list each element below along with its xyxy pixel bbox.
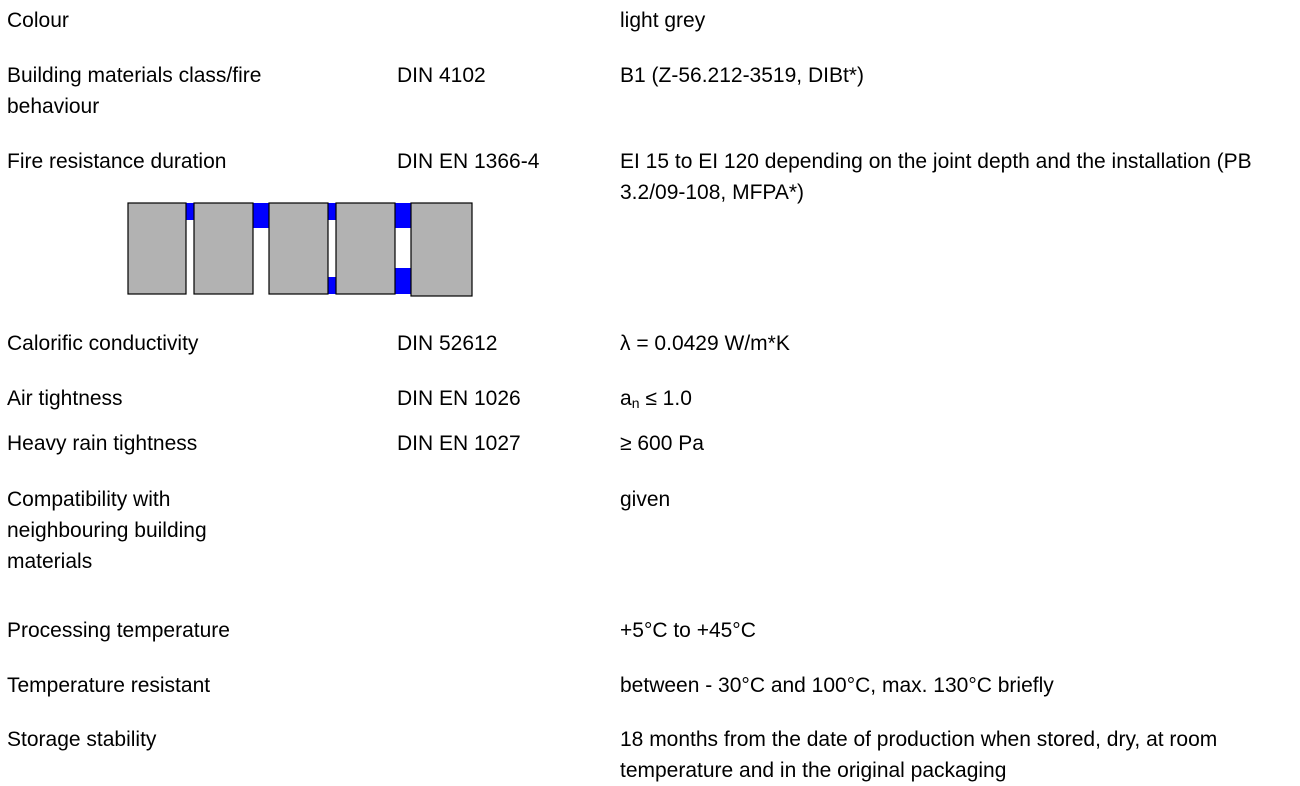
property-value: λ = 0.0429 W/m*K: [620, 332, 790, 355]
property-label: Fire resistance duration: [7, 150, 227, 173]
property-value: light grey: [620, 9, 706, 32]
property-value: B1 (Z-56.212-3519, DIBt*): [620, 64, 864, 87]
property-value: EI 15 to EI 120 depending on the joint d…: [620, 150, 1252, 204]
property-value: between - 30°C and 100°C, max. 130°C bri…: [620, 674, 1054, 697]
property-label: Temperature resistant: [7, 674, 211, 697]
joint-sealing-diagram: [127, 202, 473, 297]
property-label: Compatibility with neighbouring building…: [7, 488, 207, 573]
wall-panel: [268, 202, 329, 295]
property-value: 18 months from the date of production wh…: [620, 728, 1218, 782]
standard-label: DIN 52612: [397, 332, 498, 355]
wall-panel: [410, 202, 473, 297]
wall-panel: [193, 202, 254, 295]
sealant-strip: [395, 268, 411, 294]
property-label: Air tightness: [7, 387, 123, 410]
property-value: given: [620, 488, 671, 511]
sealant-strip: [186, 203, 194, 220]
value-subscript: n: [631, 395, 640, 411]
property-value: an ≤ 1.0: [620, 383, 1280, 414]
sealant-strip: [253, 203, 269, 228]
standard-label: DIN 4102: [397, 64, 486, 87]
property-label: Colour: [7, 9, 69, 32]
value-limit: ≤ 1.0: [639, 387, 692, 410]
sealant-strip: [328, 203, 336, 220]
property-value: +5°C to +45°C: [620, 619, 756, 642]
sealant-strip: [328, 277, 336, 294]
wall-panel: [335, 202, 396, 295]
sealant-strip: [395, 203, 411, 228]
standard-label: DIN EN 1027: [397, 432, 521, 455]
property-label: Processing temperature: [7, 619, 230, 642]
property-label: Calorific conductivity: [7, 332, 199, 355]
wall-panel: [127, 202, 187, 295]
standard-label: DIN EN 1366-4: [397, 150, 540, 173]
property-label: Heavy rain tightness: [7, 432, 198, 455]
property-value: ≥ 600 Pa: [620, 432, 704, 455]
standard-label: DIN EN 1026: [397, 387, 521, 410]
property-label: Storage stability: [7, 728, 157, 751]
value-symbol: a: [620, 387, 632, 410]
property-label: Building materials class/fire behaviour: [7, 64, 262, 118]
